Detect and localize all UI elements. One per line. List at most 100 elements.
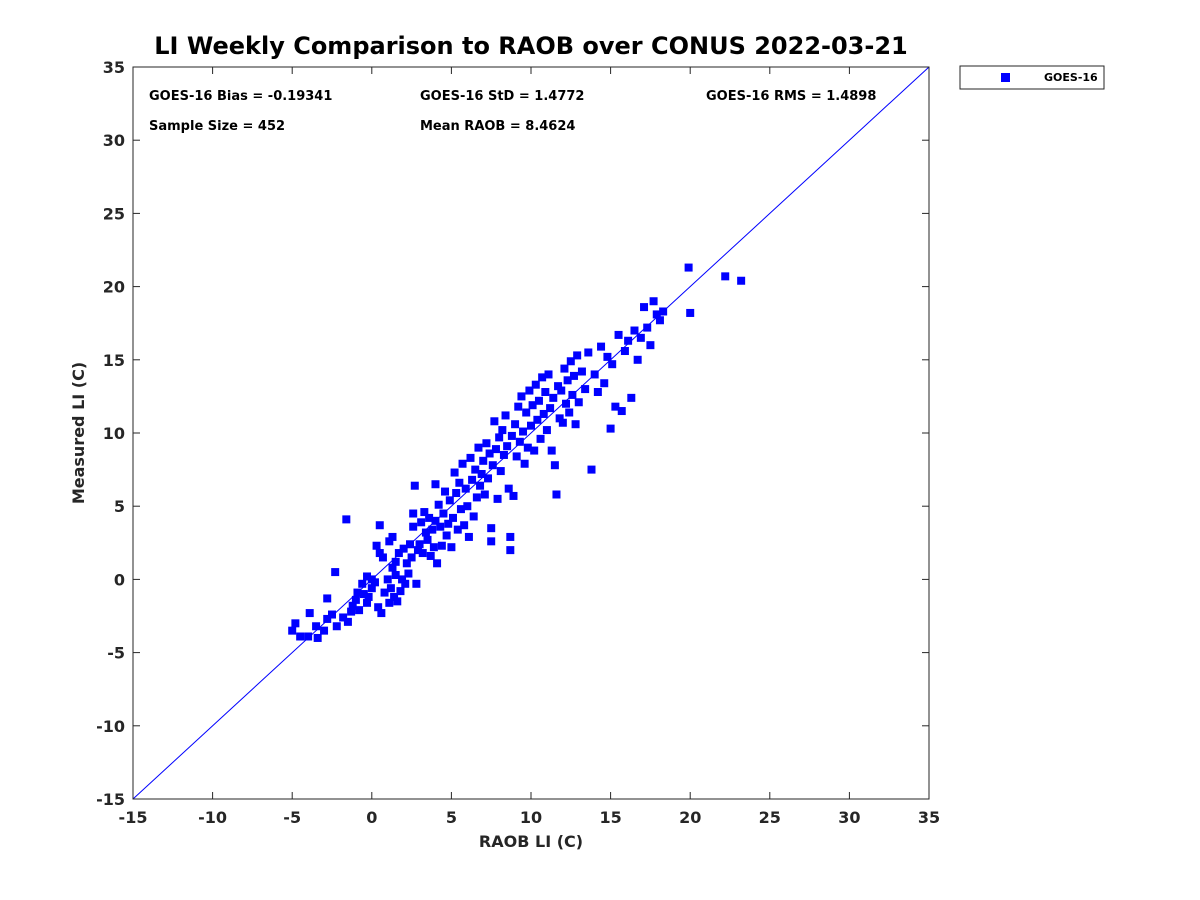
data-point	[476, 481, 485, 490]
stat-rms: GOES-16 RMS = 1.4898	[706, 89, 876, 104]
data-point	[461, 484, 470, 493]
data-point	[562, 399, 571, 408]
data-point	[471, 465, 480, 474]
y-tick-label: -10	[96, 717, 125, 736]
one-to-one-line	[132, 66, 930, 800]
y-tick-label: -5	[107, 644, 125, 663]
data-point	[339, 613, 348, 622]
data-point	[415, 540, 424, 549]
y-axis-label: Measured LI (C)	[69, 362, 88, 504]
data-point	[439, 509, 448, 518]
data-point	[487, 537, 496, 546]
data-point	[434, 500, 443, 509]
data-point	[343, 617, 352, 626]
data-point	[544, 370, 553, 379]
data-point	[348, 601, 357, 610]
data-point	[398, 575, 407, 584]
data-point	[304, 632, 313, 641]
data-point	[407, 553, 416, 562]
data-point	[312, 622, 321, 631]
y-tick-label: 35	[103, 58, 125, 77]
data-point	[480, 490, 489, 499]
data-point	[448, 513, 457, 522]
data-point	[686, 308, 695, 317]
data-point	[458, 459, 467, 468]
data-point	[426, 551, 435, 560]
data-point	[390, 592, 399, 601]
data-point	[442, 531, 451, 540]
data-point	[375, 521, 384, 530]
data-point	[617, 407, 626, 416]
data-point	[450, 468, 459, 477]
data-point	[571, 420, 580, 429]
data-point	[587, 465, 596, 474]
data-point	[364, 592, 373, 601]
data-point	[547, 446, 556, 455]
x-tick-label: 5	[446, 808, 457, 827]
data-point	[533, 415, 542, 424]
legend-marker-square-icon	[1001, 73, 1010, 82]
data-point	[418, 549, 427, 558]
data-point	[501, 411, 510, 420]
data-point	[630, 326, 639, 335]
data-point	[542, 426, 551, 435]
data-point	[655, 316, 664, 325]
data-point	[525, 386, 534, 395]
data-point	[437, 541, 446, 550]
data-point	[372, 541, 381, 550]
data-point	[377, 609, 386, 618]
data-point	[452, 489, 461, 498]
data-point	[455, 478, 464, 487]
data-point	[399, 544, 408, 553]
x-tick-label: 30	[838, 808, 860, 827]
data-point	[436, 522, 445, 531]
data-point	[546, 404, 555, 413]
data-point	[652, 310, 661, 319]
data-point	[520, 459, 529, 468]
data-point	[633, 355, 642, 364]
data-point	[410, 481, 419, 490]
data-point	[568, 390, 577, 399]
data-point	[391, 571, 400, 580]
data-point	[413, 546, 422, 555]
y-tick-label: 25	[103, 204, 125, 223]
data-point	[566, 357, 575, 366]
data-point	[374, 603, 383, 612]
data-point	[394, 549, 403, 558]
data-point	[536, 434, 545, 443]
data-point	[460, 521, 469, 530]
data-point	[606, 424, 615, 433]
data-point	[358, 579, 367, 588]
data-point	[288, 626, 297, 635]
data-point	[499, 450, 508, 459]
data-point	[515, 437, 524, 446]
data-point	[484, 474, 493, 483]
data-point	[549, 393, 558, 402]
stat-std: GOES-16 StD = 1.4772	[420, 89, 584, 104]
data-point	[409, 522, 418, 531]
data-point	[351, 595, 360, 604]
data-point	[563, 376, 572, 385]
data-point	[378, 553, 387, 562]
x-tick-label: 25	[759, 808, 781, 827]
stat-sample-size: Sample Size = 452	[149, 119, 285, 134]
data-point	[487, 524, 496, 533]
chart-title: LI Weekly Comparison to RAOB over CONUS …	[154, 32, 907, 60]
data-point	[396, 587, 405, 596]
y-tick-label: 20	[103, 278, 125, 297]
data-point	[386, 584, 395, 593]
data-point	[527, 421, 535, 430]
data-point	[493, 494, 502, 503]
data-point	[506, 532, 515, 541]
data-point	[659, 307, 668, 316]
data-point	[363, 598, 372, 607]
data-point	[320, 626, 329, 635]
y-tick-label: 10	[103, 424, 125, 443]
data-point	[614, 330, 623, 339]
data-point	[737, 276, 746, 285]
data-point	[385, 598, 394, 607]
data-point	[519, 427, 528, 436]
data-point	[469, 512, 478, 521]
data-point	[627, 393, 636, 402]
